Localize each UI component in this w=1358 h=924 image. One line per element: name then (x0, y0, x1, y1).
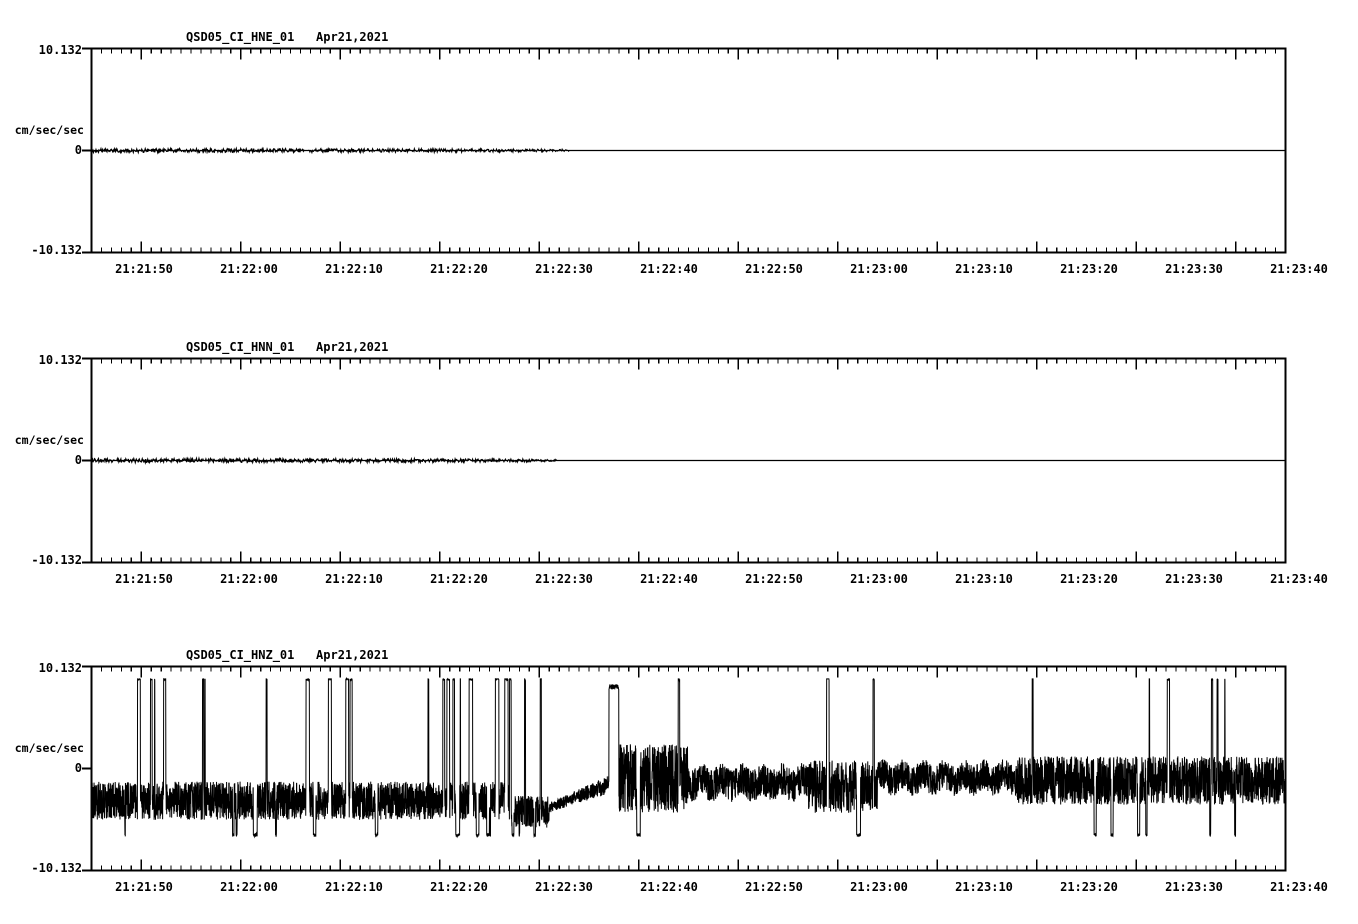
xtick-label-hnn-7: 21:23:00 (850, 572, 908, 586)
ytick-label-top-hne: 10.132 (38, 43, 82, 57)
xtick-label-hne-7: 21:23:00 (850, 262, 908, 276)
xtick-label-hnn-6: 21:22:50 (745, 572, 803, 586)
ytick-label-bottom-hne: -10.132 (31, 243, 82, 257)
xaxis-top-ticks-hnn (90, 358, 1287, 370)
yaxis-ticks-hne (82, 47, 91, 254)
plot-area-hne (82, 47, 1287, 254)
xtick-label-hnn-4: 21:22:30 (535, 572, 593, 586)
xtick-label-hnn-3: 21:22:20 (430, 572, 488, 586)
xaxis-bottom-ticks-hnn (90, 551, 1287, 563)
ytick-label-bottom-hnn: -10.132 (31, 553, 82, 567)
xtick-label-hnz-7: 21:23:00 (850, 880, 908, 894)
panel-hnn: QSD05_CI_HNN_01 Apr21,2021 10.132 cm/sec… (0, 310, 1358, 610)
ytick-label-zero-hnz: 0 (74, 761, 82, 775)
ytick-label-zero-hne: 0 (74, 143, 82, 157)
xtick-label-hnz-8: 21:23:10 (955, 880, 1013, 894)
xtick-label-hne-9: 21:23:20 (1060, 262, 1118, 276)
plot-area-hnn (82, 357, 1287, 564)
xtick-label-hne-5: 21:22:40 (640, 262, 698, 276)
waveform-trace-hne (91, 146, 1286, 155)
yaxis-units-hne: cm/sec/sec (14, 123, 84, 137)
xaxis-bottom-ticks-hnz (90, 859, 1287, 871)
xtick-label-hne-8: 21:23:10 (955, 262, 1013, 276)
yaxis-ticks-hnz (82, 665, 91, 872)
xtick-label-hne-11: 21:23:40 (1270, 262, 1328, 276)
xtick-label-hne-10: 21:23:30 (1165, 262, 1223, 276)
xtick-label-hnz-4: 21:22:30 (535, 880, 593, 894)
xtick-label-hnz-6: 21:22:50 (745, 880, 803, 894)
xtick-label-hnz-1: 21:22:00 (220, 880, 278, 894)
xaxis-bottom-ticks-hne (90, 241, 1287, 253)
xtick-label-hnn-5: 21:22:40 (640, 572, 698, 586)
panel-hnz: QSD05_CI_HNZ_01 Apr21,2021 10.132 cm/sec… (0, 618, 1358, 924)
xtick-label-hnz-5: 21:22:40 (640, 880, 698, 894)
panel-title-hne: QSD05_CI_HNE_01 Apr21,2021 (186, 30, 389, 44)
xtick-label-hnn-1: 21:22:00 (220, 572, 278, 586)
panel-hne: QSD05_CI_HNE_01 Apr21,2021 10.132 cm/sec… (0, 0, 1358, 300)
plot-area-hnz (82, 665, 1287, 872)
xtick-label-hne-2: 21:22:10 (325, 262, 383, 276)
xtick-label-hne-6: 21:22:50 (745, 262, 803, 276)
xtick-label-hnn-11: 21:23:40 (1270, 572, 1328, 586)
xtick-label-hne-3: 21:22:20 (430, 262, 488, 276)
xtick-label-hnn-10: 21:23:30 (1165, 572, 1223, 586)
xtick-label-hnz-2: 21:22:10 (325, 880, 383, 894)
xtick-label-hnn-0: 21:21:50 (115, 572, 173, 586)
ytick-label-bottom-hnz: -10.132 (31, 861, 82, 875)
xtick-label-hnz-0: 21:21:50 (115, 880, 173, 894)
panel-title-hnn: QSD05_CI_HNN_01 Apr21,2021 (186, 340, 389, 354)
panel-title-hnz: QSD05_CI_HNZ_01 Apr21,2021 (186, 648, 389, 662)
ytick-label-top-hnn: 10.132 (38, 353, 82, 367)
xaxis-top-ticks-hne (90, 48, 1287, 60)
xtick-label-hne-0: 21:21:50 (115, 262, 173, 276)
xaxis-top-ticks-hnz (90, 666, 1287, 678)
yaxis-units-hnz: cm/sec/sec (14, 741, 84, 755)
yaxis-units-hnn: cm/sec/sec (14, 433, 84, 447)
xtick-label-hnz-3: 21:22:20 (430, 880, 488, 894)
waveform-trace-hnz (92, 677, 1285, 839)
waveform-trace-hnn (91, 456, 1286, 465)
yaxis-ticks-hnn (82, 357, 91, 564)
xtick-label-hnn-9: 21:23:20 (1060, 572, 1118, 586)
ytick-label-top-hnz: 10.132 (38, 661, 82, 675)
xtick-label-hnz-11: 21:23:40 (1270, 880, 1328, 894)
xtick-label-hnz-10: 21:23:30 (1165, 880, 1223, 894)
xtick-label-hnz-9: 21:23:20 (1060, 880, 1118, 894)
ytick-label-zero-hnn: 0 (74, 453, 82, 467)
xtick-label-hne-1: 21:22:00 (220, 262, 278, 276)
xtick-label-hnn-2: 21:22:10 (325, 572, 383, 586)
xtick-label-hne-4: 21:22:30 (535, 262, 593, 276)
xtick-label-hnn-8: 21:23:10 (955, 572, 1013, 586)
